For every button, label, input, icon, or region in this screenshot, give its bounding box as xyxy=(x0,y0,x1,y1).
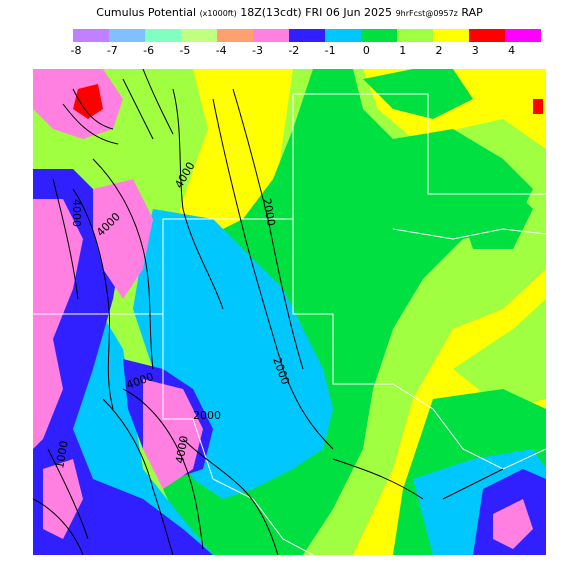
legend-swatch xyxy=(361,29,397,42)
legend-swatch xyxy=(325,29,361,42)
legend-tick-label: 0 xyxy=(362,44,370,57)
chart-title: Cumulus Potential (x1000ft) 18Z(13cdt) F… xyxy=(0,6,579,19)
field-positive-3-nw xyxy=(73,84,103,119)
legend-tick-label: -4 xyxy=(215,44,227,57)
title-forecast: 9hrFcst@0957z xyxy=(395,9,458,18)
field-neg3-sw xyxy=(43,459,83,539)
field-neg3-south xyxy=(143,379,203,489)
legend-tick-label: -6 xyxy=(143,44,155,57)
field-neg3-north xyxy=(93,179,153,299)
legend-tick-label: 2 xyxy=(435,44,443,57)
legend-tick-label: -5 xyxy=(179,44,191,57)
legend-tick-label: -8 xyxy=(70,44,82,57)
contour-label-2000-c: 2000 xyxy=(193,409,221,422)
legend-tick-label: 4 xyxy=(508,44,516,57)
field-positive-3-ne xyxy=(533,99,543,114)
title-time: 18Z(13cdt) FRI 06 Jun 2025 xyxy=(240,6,393,19)
legend-swatch xyxy=(397,29,433,42)
field-neg3-gulf xyxy=(493,499,533,549)
contour-lines xyxy=(33,69,504,555)
legend-tick-label: -2 xyxy=(288,44,300,57)
legend-tick-label: -1 xyxy=(324,44,336,57)
title-main: Cumulus Potential xyxy=(96,6,197,19)
state-boundaries xyxy=(33,93,546,555)
legend-tick-label: -3 xyxy=(252,44,263,57)
legend-swatch xyxy=(73,29,109,42)
title-model: RAP xyxy=(461,6,483,19)
contour-label-2000-a: 2000 xyxy=(260,197,278,227)
title-units: (x1000ft) xyxy=(199,9,237,18)
legend-swatch xyxy=(289,29,325,42)
field-neg2-west xyxy=(33,169,213,555)
field-1-east xyxy=(453,299,546,409)
legend-swatch xyxy=(145,29,181,42)
legend-swatch xyxy=(505,29,541,42)
legend-tick-label: 3 xyxy=(471,44,479,57)
legend-swatch xyxy=(253,29,289,42)
legend-swatch xyxy=(217,29,253,42)
field-neg3-west xyxy=(33,199,83,449)
color-legend xyxy=(73,29,541,42)
legend-swatch xyxy=(181,29,217,42)
field-0-east xyxy=(453,179,533,249)
contour-label-4000-e: 4000 xyxy=(70,199,83,227)
map-panel: 4000 4000 2000 2000 2000 4000 4000 4000 … xyxy=(33,69,546,555)
map-svg: 4000 4000 2000 2000 2000 4000 4000 4000 … xyxy=(33,69,546,555)
legend-tick-label: 1 xyxy=(399,44,407,57)
legend-ticks: -8 -7 -6 -5 -4 -3 -2 -1 0 1 2 3 4 xyxy=(0,44,579,58)
legend-swatch xyxy=(433,29,469,42)
contour-label-1000: 1000 xyxy=(53,440,71,470)
legend-tick-label: -7 xyxy=(106,44,118,57)
legend-swatch xyxy=(469,29,505,42)
contour-label-4000-d: 4000 xyxy=(173,435,191,465)
legend-swatch xyxy=(109,29,145,42)
